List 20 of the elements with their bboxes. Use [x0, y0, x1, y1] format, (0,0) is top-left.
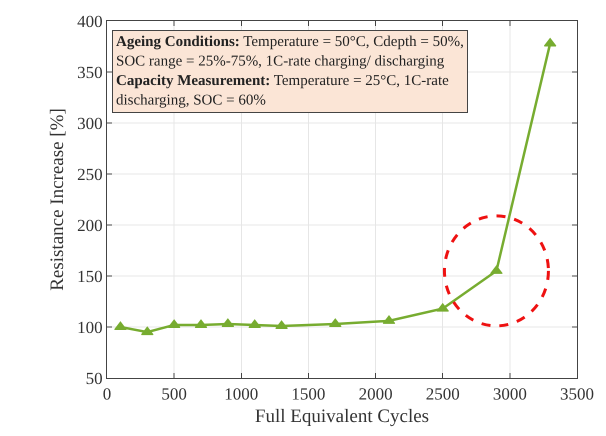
y-tick-label: 50 — [86, 368, 103, 388]
y-tick-label: 350 — [77, 62, 103, 82]
x-tick-label: 1500 — [291, 384, 326, 404]
y-tick-label: 300 — [77, 114, 103, 133]
x-tick-label: 1000 — [224, 384, 258, 404]
x-tick-label: 500 — [161, 384, 187, 404]
x-tick-label: 3000 — [492, 384, 527, 404]
x-axis-title: Full Equivalent Cycles — [254, 406, 430, 428]
y-tick-label: 150 — [77, 266, 103, 286]
annotation: Capacity Measurement: Temperature = 25°C, 1C-rate discharging, SOC = 60% — [116, 73, 450, 108]
annotation: Ageing Conditions: Temperature = 50°C, Cdepth = 50%, SOC range = 25%-75%, 1C-rate charging/ discharging — [116, 34, 464, 70]
y-tick-label: 200 — [77, 216, 103, 235]
x-tick-label: 2000 — [358, 384, 393, 404]
x-tick-label: 3500 — [560, 384, 594, 404]
x-tick-label: 0 — [102, 384, 112, 404]
x-tick-label: 2500 — [426, 384, 460, 404]
y-tick-label: 250 — [77, 164, 103, 184]
y-axis-title: Resistance Increase [%] — [46, 108, 68, 291]
y-tick-label: 400 — [77, 12, 103, 31]
y-tick-label: 100 — [77, 318, 103, 337]
